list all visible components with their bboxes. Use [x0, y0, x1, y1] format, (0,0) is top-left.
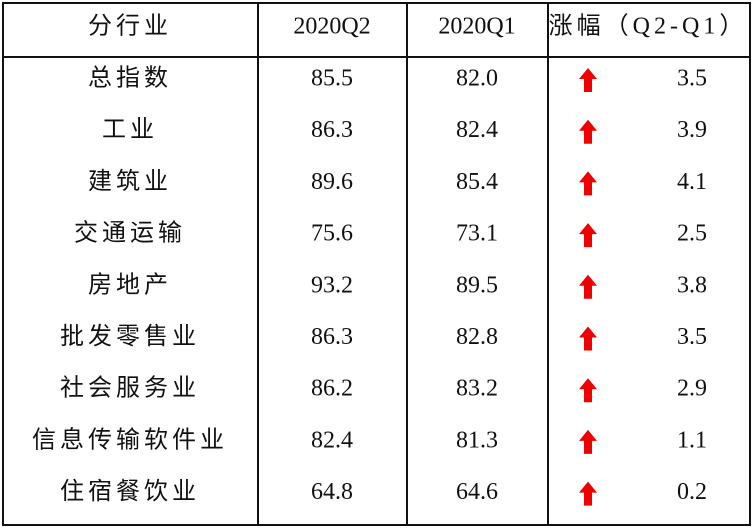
cell: 89.5: [456, 272, 498, 298]
cell: 0.2: [677, 479, 707, 505]
cell: 2.9: [677, 376, 707, 402]
cell: 3.5: [677, 66, 707, 92]
cell: 82.4: [311, 427, 353, 453]
header-cell: 2020Q2: [293, 14, 370, 40]
cell: 82.0: [456, 66, 498, 92]
cell: 82.4: [456, 117, 498, 143]
up-arrow: [579, 274, 597, 299]
up-arrow: [579, 326, 597, 351]
row-label: 信息传输软件业: [32, 426, 228, 453]
row-label: 社会服务业: [60, 375, 200, 402]
cell: 83.2: [456, 376, 498, 402]
row-label: 房地产: [88, 271, 172, 298]
table-border: [2, 2, 751, 526]
header-cell: 涨幅（Q2-Q1）: [549, 13, 748, 40]
cell: 1.1: [677, 427, 707, 453]
cell: 85.5: [311, 66, 353, 92]
up-arrow: [579, 378, 597, 403]
up-arrow: [579, 68, 597, 92]
row-label: 建筑业: [88, 168, 172, 195]
cell: 2.5: [677, 221, 707, 247]
cell: 3.9: [677, 117, 707, 143]
header-cell: 2020Q1: [438, 14, 515, 40]
cell: 89.6: [311, 169, 353, 195]
cell: 86.3: [311, 117, 353, 143]
row-label: 批发零售业: [60, 323, 200, 350]
header-cell: 分行业: [88, 13, 172, 40]
cell: 86.2: [311, 376, 353, 402]
cell: 75.6: [311, 221, 353, 247]
cell: 64.8: [311, 479, 353, 505]
up-arrow: [579, 429, 597, 454]
cell: 81.3: [456, 427, 498, 453]
row-label: 总指数: [88, 65, 172, 92]
up-arrow: [579, 223, 597, 248]
cell: 3.8: [677, 272, 707, 298]
up-arrow: [579, 481, 597, 506]
cell: 86.3: [311, 324, 353, 350]
row-label: 交通运输: [74, 220, 186, 247]
cell: 82.8: [456, 324, 498, 350]
cell: 64.6: [456, 479, 498, 505]
row-label: 工业: [102, 116, 158, 143]
cell: 73.1: [456, 221, 498, 247]
cell: 85.4: [456, 169, 498, 195]
up-arrow: [579, 119, 597, 144]
row-label: 住宿餐饮业: [60, 478, 200, 505]
cell: 3.5: [677, 324, 707, 350]
cell: 93.2: [311, 272, 353, 298]
up-arrow: [579, 171, 597, 196]
cell: 4.1: [677, 169, 707, 195]
